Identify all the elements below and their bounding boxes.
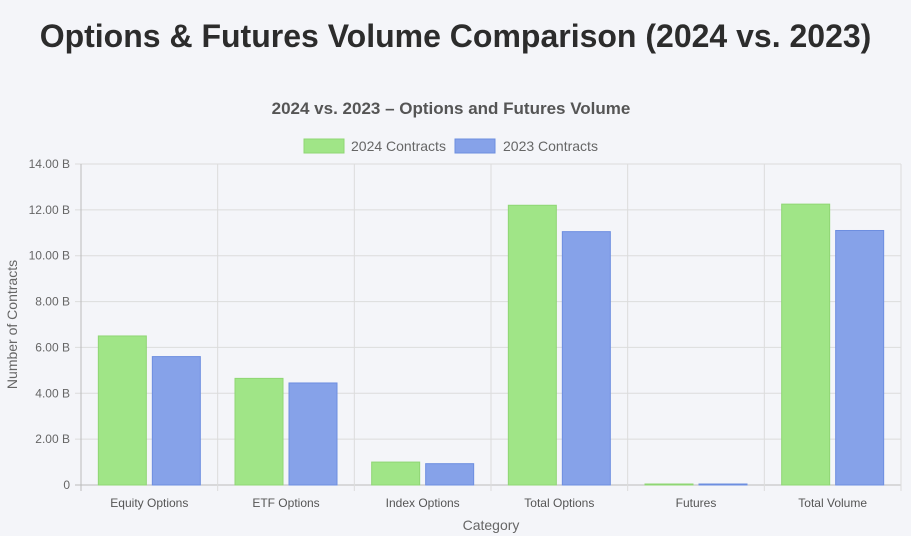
x-axis-title: Category [463, 517, 520, 533]
y-tick-label: 12.00 B [29, 203, 70, 217]
bar-2023 [835, 229, 885, 486]
y-tick-label: 6.00 B [35, 340, 70, 354]
bar-2024 [97, 335, 147, 486]
y-tick-label: 14.00 B [29, 157, 70, 171]
y-tick-label: 8.00 B [35, 295, 70, 309]
bar-2024 [644, 483, 694, 486]
x-tick-label: Equity Options [110, 496, 188, 510]
bar-2024 [371, 461, 421, 486]
bar-2023 [151, 356, 201, 486]
bar-2023 [288, 382, 338, 486]
legend-label-1: 2024 Contracts [351, 138, 446, 154]
legend-swatch-2 [454, 138, 496, 154]
x-tick-label: Total Options [524, 496, 594, 510]
y-tick-label: 2.00 B [35, 432, 70, 446]
x-tick-label: Index Options [386, 496, 460, 510]
x-tick-label: Total Volume [798, 496, 867, 510]
y-tick-label: 0 [63, 478, 70, 492]
bar-2024 [234, 377, 284, 486]
bar-2024 [781, 203, 831, 486]
page-title: Options & Futures Volume Comparison (202… [39, 18, 872, 54]
x-tick-label: ETF Options [252, 496, 319, 510]
bar-2023 [561, 231, 611, 486]
legend-swatch-1 [303, 138, 345, 154]
y-axis-title: Number of Contracts [4, 260, 20, 389]
bar-2023 [425, 463, 475, 486]
bar-2024 [507, 204, 557, 486]
y-tick-label: 10.00 B [29, 249, 70, 263]
bar-2023 [698, 483, 748, 486]
chart-title: 2024 vs. 2023 – Options and Futures Volu… [272, 99, 631, 118]
x-tick-label: Futures [676, 496, 717, 510]
y-tick-label: 4.00 B [35, 386, 70, 400]
legend-label-2: 2023 Contracts [503, 138, 598, 154]
